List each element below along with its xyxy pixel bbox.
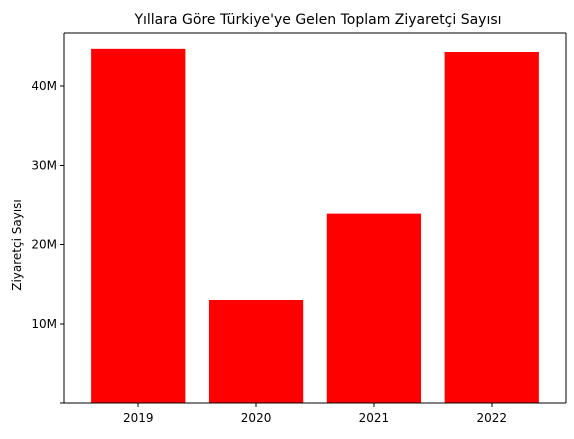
- bar-2021: [326, 213, 422, 403]
- x-tick-label: 2022: [476, 411, 507, 425]
- x-tick-label: 2019: [123, 411, 154, 425]
- y-axis-label: Ziyaretçi Sayısı: [10, 199, 24, 291]
- axes-layer: [63, 32, 567, 404]
- bar-2020: [208, 300, 304, 403]
- bar-2019: [91, 48, 186, 403]
- chart-title: Yıllara Göre Türkiye'ye Gelen Toplam Ziy…: [133, 12, 501, 28]
- x-tick-label: 2021: [359, 411, 390, 425]
- bar-2022: [444, 52, 539, 403]
- y-tick-label: 30M: [31, 158, 57, 172]
- bars-layer: [91, 48, 539, 403]
- ticks-layer: 10M 20M 30M 40M 2019 2020 2021 2022: [31, 79, 507, 425]
- y-tick-label: 10M: [31, 317, 57, 331]
- x-tick-label: 2020: [241, 411, 272, 425]
- y-tick-label: 20M: [31, 238, 57, 252]
- y-tick-label: 40M: [31, 79, 57, 93]
